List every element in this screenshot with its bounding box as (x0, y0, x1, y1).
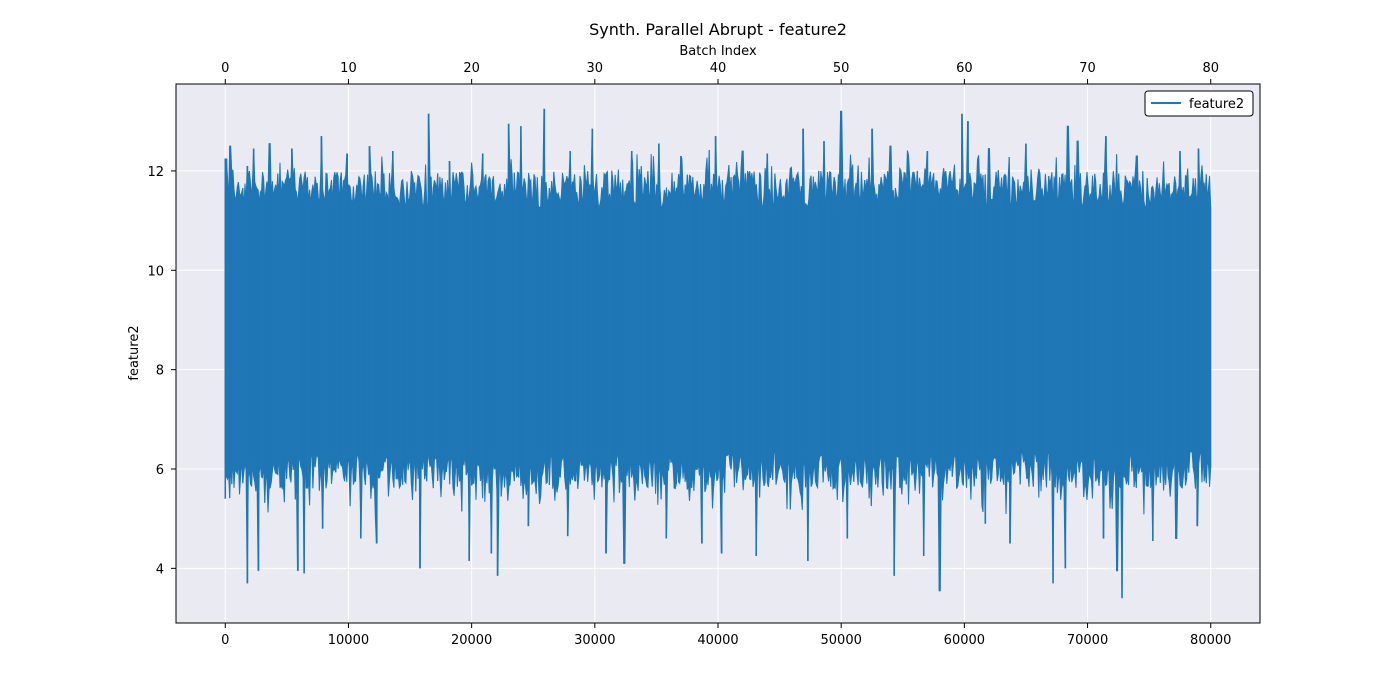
y-tick-label: 12 (147, 165, 164, 180)
x-tick-label: 30000 (574, 633, 615, 648)
x-tick-label: 10000 (328, 633, 369, 648)
legend-entry-feature2: feature2 (1189, 97, 1244, 112)
y-tick-label: 4 (156, 562, 164, 577)
y-axis-left: 4 6 8 10 12 (147, 165, 176, 577)
legend-box (1144, 90, 1254, 117)
top-x-tick-label: 10 (340, 61, 357, 76)
x-tick-label: 40000 (697, 633, 738, 648)
x-tick-label: 50000 (821, 633, 862, 648)
x-tick-label: 80000 (1190, 633, 1231, 648)
x-tick-label: 0 (221, 633, 229, 648)
x-axis-top: 0 10 20 30 40 50 60 70 80 (221, 61, 1219, 84)
series-layer (224, 108, 1212, 599)
top-x-tick-label: 70 (1079, 61, 1096, 76)
y-tick-label: 10 (147, 264, 164, 279)
top-x-tick-label: 60 (956, 61, 973, 76)
top-x-tick-label: 80 (1202, 61, 1219, 76)
plot-area (175, 83, 1261, 624)
y-axis-label: feature2 (127, 325, 142, 380)
top-x-tick-label: 0 (221, 61, 229, 76)
x-tick-label: 70000 (1067, 633, 1108, 648)
y-tick-label: 8 (156, 364, 164, 379)
x-tick-label: 20000 (451, 633, 492, 648)
top-x-axis-label: Batch Index (679, 44, 757, 59)
x-tick-label: 60000 (944, 633, 985, 648)
legend: feature2 (1144, 90, 1254, 117)
x-axis-bottom: 0 10000 20000 30000 40000 50000 60000 70000 8000… (221, 623, 1231, 648)
top-x-tick-label: 40 (710, 61, 727, 76)
chart-title: Synth. Parallel Abrupt - feature2 (589, 20, 847, 39)
top-x-tick-label: 50 (833, 61, 850, 76)
y-tick-label: 6 (156, 463, 164, 478)
top-x-tick-label: 20 (463, 61, 480, 76)
top-x-tick-label: 30 (587, 61, 604, 76)
